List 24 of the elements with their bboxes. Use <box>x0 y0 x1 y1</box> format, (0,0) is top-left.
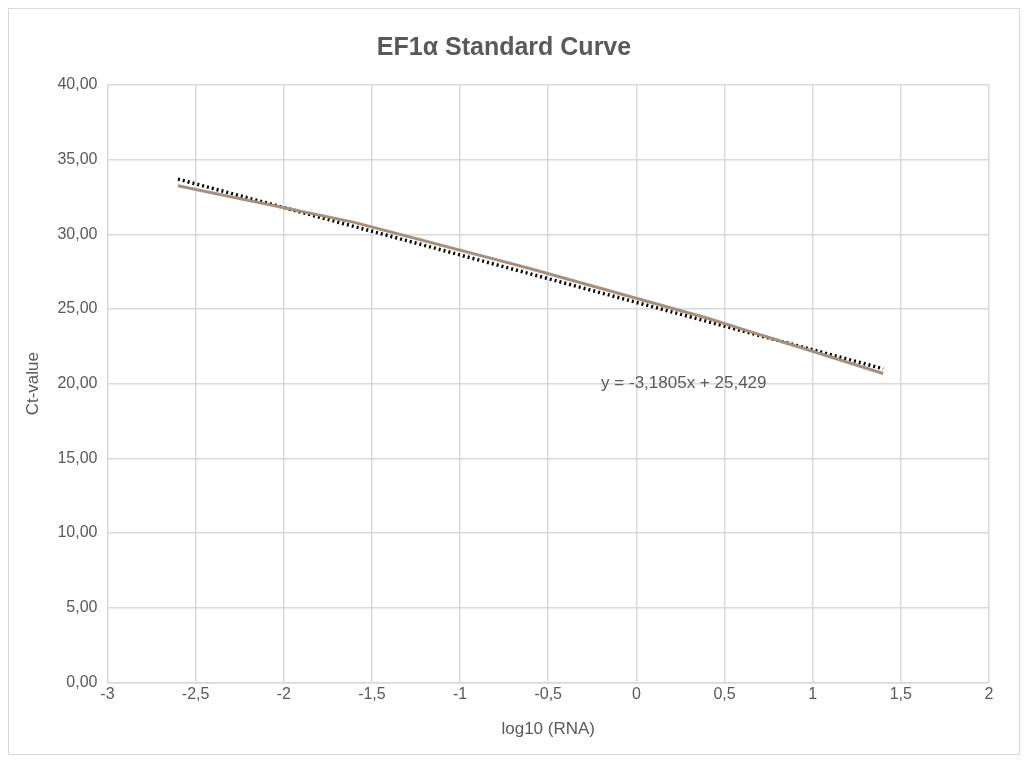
y-tick-label: 10,00 <box>57 523 98 541</box>
y-tick-label: 25,00 <box>57 299 98 317</box>
x-tick-label: -1,5 <box>358 685 386 703</box>
x-tick-label: 0 <box>631 685 641 703</box>
y-tick-label: 20,00 <box>57 374 98 392</box>
x-tick-label: 1,5 <box>889 685 913 703</box>
y-tick-label: 15,00 <box>57 448 98 466</box>
y-tick-label: 40,00 <box>57 75 98 93</box>
chart-title: EF1α Standard Curve <box>376 31 632 60</box>
y-tick-label: 30,00 <box>57 224 98 242</box>
x-tick-label: -2,5 <box>181 685 210 703</box>
y-axis-title: Ct-value <box>22 352 42 416</box>
x-tick-label: 2 <box>984 685 994 703</box>
x-tick-label: 1 <box>808 685 818 703</box>
y-tick-label: 5,00 <box>66 598 98 616</box>
x-axis-title: log10 (RNA) <box>501 719 595 739</box>
x-tick-label: -0,5 <box>534 685 563 703</box>
x-tick-label: 0,5 <box>713 685 736 703</box>
annotation: y = -3,1805x + 25,429 <box>601 373 767 393</box>
y-tick-label: 0,00 <box>66 672 98 690</box>
x-tick-label: -3 <box>100 685 115 703</box>
x-tick-label: -1 <box>452 685 468 703</box>
y-tick-label: 35,00 <box>57 150 98 168</box>
x-tick-label: -2 <box>276 685 291 703</box>
